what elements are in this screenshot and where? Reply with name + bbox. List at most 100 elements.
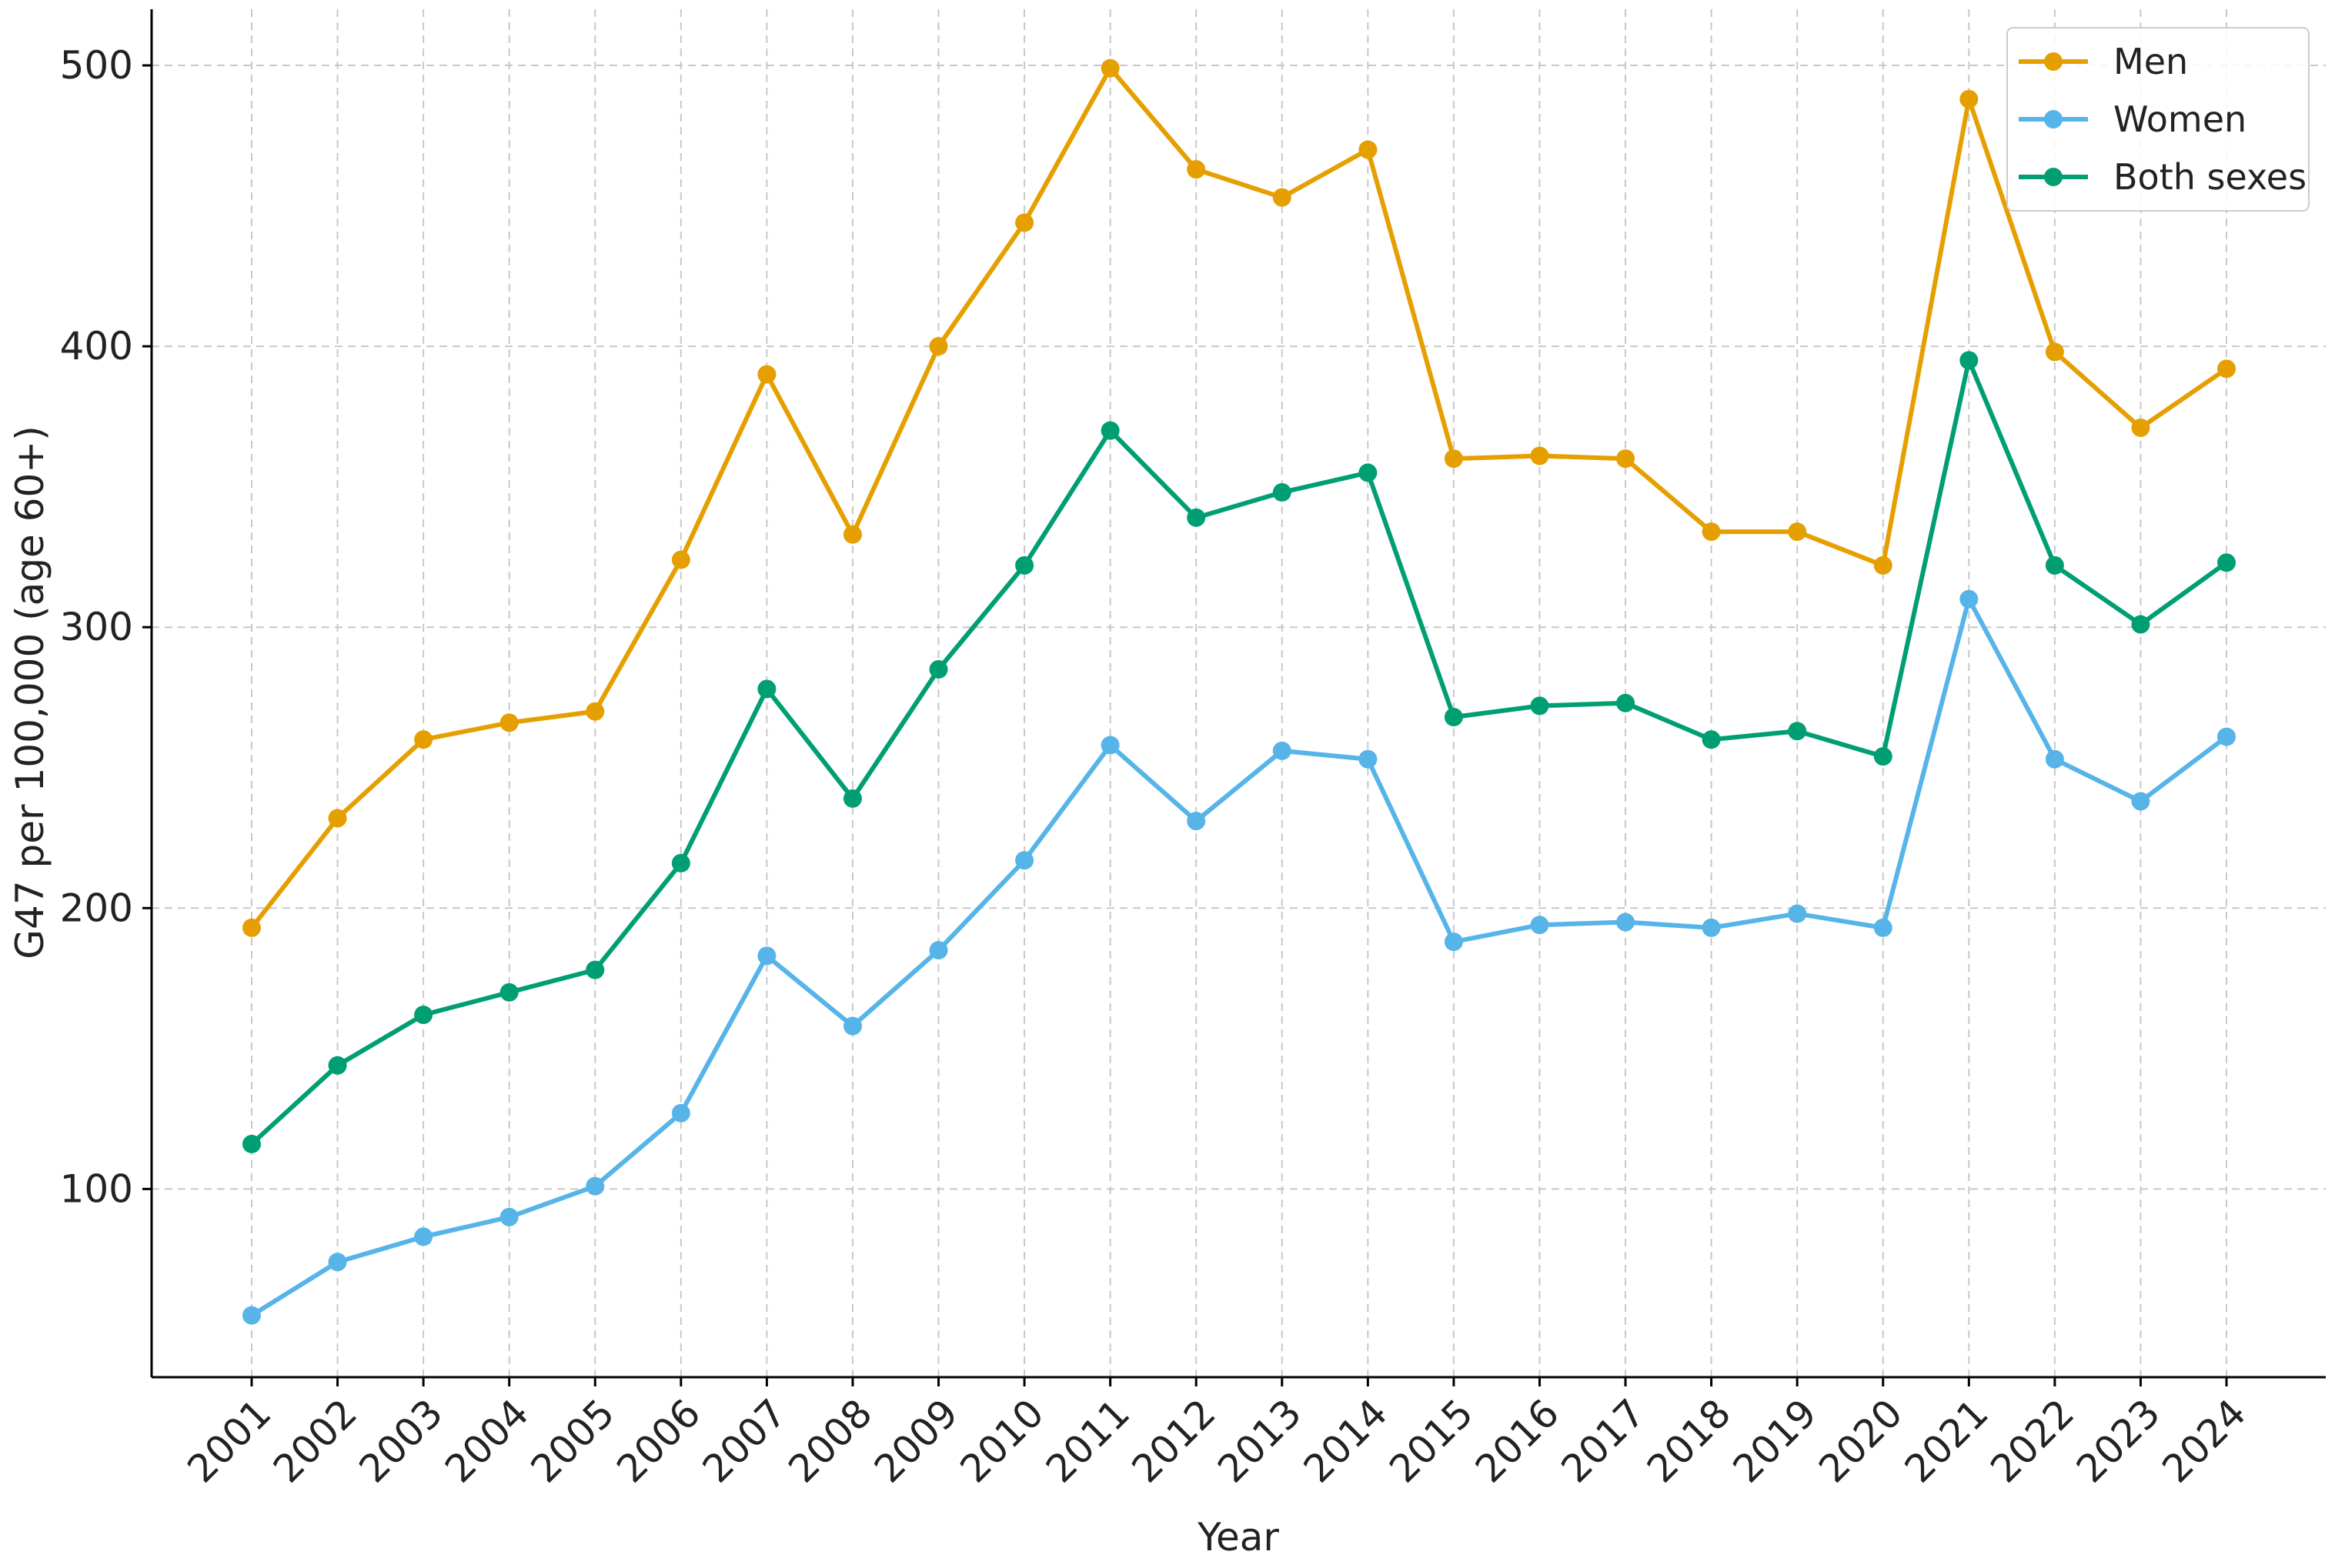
y-axis-title: G47 per 100,000 (age 60+) [8, 425, 52, 959]
x-tick-label: 2022 [1982, 1390, 2083, 1491]
data-point-women [1272, 741, 1291, 760]
x-tick-label: 2009 [866, 1390, 967, 1491]
data-point-both-sexes [929, 659, 948, 679]
data-point-men [1959, 89, 1979, 108]
series-line-women [250, 596, 2228, 1318]
x-tick-label: 2004 [436, 1390, 537, 1491]
data-point-men [1272, 188, 1291, 207]
data-point-both-sexes [242, 1134, 261, 1153]
data-point-women [757, 946, 777, 966]
data-point-women [499, 1207, 519, 1226]
data-point-women [2217, 727, 2236, 746]
data-point-men [1788, 522, 1807, 542]
data-point-both-sexes [671, 853, 690, 872]
x-tick-label: 2016 [1467, 1390, 1568, 1491]
data-point-men [1873, 555, 1892, 575]
data-point-men [242, 918, 261, 937]
data-point-men [1358, 140, 1378, 159]
legend-item-women: Women [2019, 98, 2246, 140]
x-tick-label: 2005 [523, 1390, 623, 1491]
series-line-men [249, 65, 2228, 929]
data-point-women [1702, 918, 1721, 937]
x-tick-label: 2010 [952, 1390, 1053, 1491]
data-point-both-sexes [586, 960, 605, 979]
data-point-men [671, 550, 690, 569]
legend-item-both-sexes: Both sexes [2019, 156, 2307, 198]
data-point-women [1015, 851, 1034, 870]
legend-swatch-marker [2044, 110, 2063, 128]
series [242, 58, 2236, 1325]
data-point-women [671, 1103, 690, 1123]
x-tick-label: 2006 [608, 1390, 709, 1491]
data-point-women [929, 941, 948, 960]
x-tick-label: 2002 [265, 1390, 366, 1491]
data-point-both-sexes [1873, 747, 1892, 766]
data-point-both-sexes [328, 1056, 347, 1075]
data-point-both-sexes [1959, 351, 1979, 370]
data-point-women [2045, 749, 2064, 769]
legend-frame [2006, 27, 2310, 212]
data-point-men [757, 365, 777, 384]
data-point-women [1358, 749, 1378, 769]
data-point-both-sexes [1616, 693, 1635, 712]
x-tick-labels: 2001200220032004200520062007200820092010… [179, 1390, 2254, 1491]
data-point-both-sexes [757, 679, 777, 699]
legend-swatch-marker [2044, 52, 2063, 71]
axes [142, 9, 2326, 1386]
legend: Men Women Both sexes [2006, 27, 2310, 212]
data-point-women [1959, 589, 1979, 609]
y-tick-labels: 100 200 300 400 500 [60, 43, 133, 1211]
x-tick-label: 2013 [1209, 1390, 1310, 1491]
data-point-women [328, 1253, 347, 1272]
y-tick-label: 100 [60, 1166, 133, 1211]
data-point-both-sexes [499, 983, 519, 1002]
data-point-men [843, 525, 862, 544]
legend-swatch-marker [2044, 168, 2063, 186]
data-point-men [2131, 418, 2150, 437]
series-line-both-sexes [249, 358, 2228, 1146]
y-tick-label: 200 [60, 886, 133, 930]
x-tick-label: 2023 [2068, 1390, 2169, 1491]
data-point-women [1444, 932, 1463, 952]
x-tick-label: 2012 [1124, 1390, 1224, 1491]
data-point-women [1788, 904, 1807, 923]
data-point-both-sexes [2045, 555, 2064, 575]
x-tick-label: 2019 [1725, 1390, 1826, 1491]
data-point-men [2217, 359, 2236, 379]
legend-label: Men [2113, 41, 2188, 82]
y-tick-label: 300 [60, 605, 133, 649]
y-tick-label: 400 [60, 324, 133, 369]
data-point-men [1444, 449, 1463, 469]
data-point-women [1101, 736, 1120, 755]
data-point-men [414, 730, 433, 749]
y-tick-label: 500 [60, 43, 133, 88]
series-men [242, 58, 2236, 937]
data-point-both-sexes [1702, 730, 1721, 749]
legend-item-men: Men [2019, 41, 2188, 82]
data-point-women [242, 1306, 261, 1325]
data-point-both-sexes [1444, 708, 1463, 727]
data-point-women [843, 1016, 862, 1036]
legend-label: Women [2113, 98, 2246, 140]
data-point-both-sexes [1272, 482, 1291, 502]
data-point-both-sexes [843, 789, 862, 808]
data-point-men [2045, 342, 2064, 362]
series-women [242, 589, 2236, 1325]
data-point-both-sexes [2217, 553, 2236, 572]
data-point-women [1530, 916, 1549, 935]
data-point-both-sexes [1101, 421, 1120, 440]
x-tick-label: 2001 [179, 1390, 279, 1491]
data-point-women [414, 1227, 433, 1246]
x-tick-label: 2011 [1037, 1390, 1138, 1491]
data-point-men [586, 702, 605, 721]
grid [152, 9, 2326, 1377]
data-point-women [1616, 912, 1635, 932]
data-point-women [586, 1176, 605, 1196]
data-point-both-sexes [1788, 722, 1807, 741]
x-tick-label: 2015 [1381, 1390, 1482, 1491]
x-tick-label: 2017 [1553, 1390, 1654, 1491]
data-point-men [929, 337, 948, 356]
series-both-sexes [242, 351, 2236, 1153]
data-point-both-sexes [1530, 696, 1549, 716]
